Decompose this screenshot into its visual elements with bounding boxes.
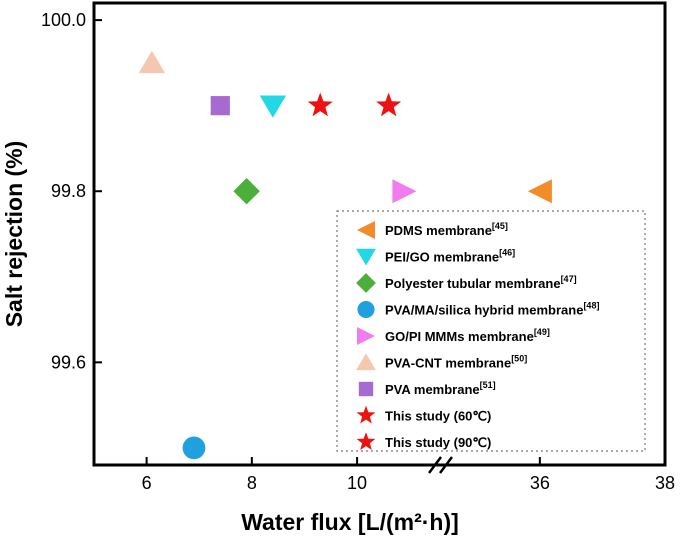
x-tick-label: 10 (347, 473, 367, 493)
legend-reference: [47] (561, 274, 577, 284)
legend-label: GO/PI MMMs membrane[49] (385, 327, 550, 344)
data-points (138, 50, 552, 460)
legend-marker (358, 381, 374, 397)
x-tick-label: 36 (530, 473, 550, 493)
data-point (259, 95, 287, 118)
legend-marker (357, 300, 375, 319)
plot-frame (92, 1, 667, 467)
legend-marker (357, 327, 375, 345)
y-tick-label: 99.6 (51, 352, 86, 372)
legend-marker (356, 432, 376, 450)
x-axis-title: Water flux [L/(m²·h)] (241, 509, 459, 535)
data-point (307, 92, 333, 117)
axis-break (428, 456, 453, 474)
legend-label: PEI/GO membrane[46] (385, 248, 515, 265)
y-axis-title: Salt rejection (%) (1, 141, 27, 328)
legend-reference: [48] (583, 301, 599, 311)
legend-reference: [45] (492, 221, 508, 231)
legend-label: PDMS membrane[45] (385, 221, 508, 238)
legend-marker (356, 273, 376, 293)
x-tick-label: 38 (655, 473, 675, 493)
x-tick-label: 8 (247, 473, 257, 493)
legend-label: PVA/MA/silica hybrid membrane[48] (385, 301, 599, 318)
legend-box (336, 210, 646, 452)
legend-reference: [50] (511, 354, 527, 364)
x-tick-label: 6 (142, 473, 152, 493)
y-tick-label: 100.0 (41, 10, 86, 30)
legend-label: PVA membrane[51] (385, 380, 496, 397)
legend-label: PVA-CNT membrane[50] (385, 354, 527, 371)
data-point (210, 96, 230, 116)
axis-ticks: 99.6 99.8 100.0 6 8 10 36 38 (41, 10, 675, 493)
legend-marker (356, 248, 376, 266)
legend-label: This study (60℃) (385, 409, 491, 424)
data-point (376, 92, 402, 117)
legend-label: This study (90℃) (385, 435, 491, 450)
data-point (182, 436, 206, 460)
legend-marker (356, 353, 376, 371)
legend-marker (356, 405, 376, 424)
data-point (527, 179, 552, 204)
data-point (138, 50, 166, 74)
data-point (392, 179, 417, 204)
legend: PDMS membrane[45] PEI/GO membrane[46] Poly… (336, 210, 646, 452)
legend-label: Polyester tubular membrane[47] (385, 274, 577, 291)
legend-reference: [49] (534, 327, 550, 337)
data-point (233, 178, 260, 205)
legend-marker (357, 221, 375, 239)
legend-reference: [46] (499, 248, 515, 258)
legend-reference: [51] (480, 380, 496, 390)
y-tick-label: 99.8 (51, 181, 86, 201)
